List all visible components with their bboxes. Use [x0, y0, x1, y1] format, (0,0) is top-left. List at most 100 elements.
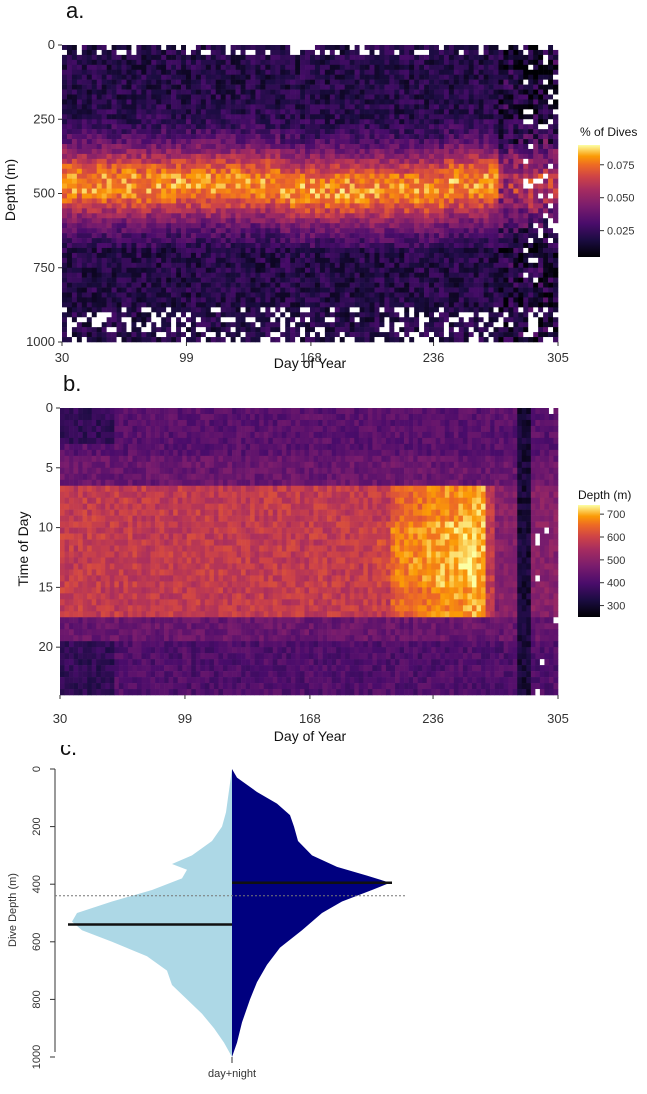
heatmap-cell	[260, 317, 266, 323]
heatmap-cell	[176, 49, 182, 56]
heatmap-cell	[195, 59, 202, 66]
heatmap-cell	[121, 124, 127, 130]
heatmap-cell	[334, 272, 341, 278]
heatmap-cell	[354, 307, 360, 313]
heatmap-cell	[389, 94, 395, 100]
heatmap-cell	[334, 49, 341, 56]
heatmap-cell	[76, 233, 83, 239]
heatmap-cell	[443, 292, 450, 298]
heatmap-cell	[62, 148, 68, 155]
heatmap-cell	[146, 238, 152, 244]
heatmap-cell	[66, 297, 73, 303]
heatmap-cell	[156, 54, 162, 61]
heatmap-cell	[62, 144, 68, 150]
heatmap-cell	[300, 94, 306, 100]
heatmap-cell	[131, 267, 137, 273]
heatmap-cell	[240, 223, 246, 229]
heatmap-cell	[369, 153, 375, 160]
heatmap-cell	[270, 267, 276, 273]
heatmap-cell	[295, 168, 301, 174]
heatmap-cell	[81, 79, 88, 85]
heatmap-cell	[354, 233, 360, 239]
heatmap-cell	[220, 282, 226, 288]
heatmap-cell	[66, 134, 73, 140]
heatmap-cell	[146, 317, 152, 323]
heatmap-cell	[220, 262, 226, 269]
heatmap-cell	[438, 233, 445, 239]
heatmap-cell	[215, 287, 222, 293]
heatmap-cell	[255, 163, 261, 170]
heatmap-cell	[329, 213, 336, 219]
heatmap-cell	[404, 119, 410, 125]
heatmap-cell	[448, 198, 455, 204]
heatmap-cell	[255, 203, 261, 209]
heatmap-cell	[285, 158, 291, 165]
heatmap-cell	[190, 45, 197, 51]
heatmap-cell	[190, 223, 197, 229]
heatmap-cell	[121, 99, 127, 105]
heatmap-cell	[468, 89, 474, 95]
heatmap-cell	[86, 45, 93, 51]
heatmap-cell	[166, 109, 172, 115]
heatmap-cell	[305, 238, 311, 244]
heatmap-cell	[136, 148, 142, 155]
heatmap-cell	[314, 228, 321, 234]
heatmap-cell	[404, 337, 410, 343]
heatmap-cell	[434, 183, 440, 189]
heatmap-cell	[295, 104, 301, 110]
heatmap-cell	[210, 173, 217, 179]
heatmap-cell	[156, 302, 162, 308]
heatmap-cell	[310, 257, 316, 264]
heatmap-cell	[81, 183, 88, 189]
heatmap-cell	[324, 193, 331, 199]
heatmap-cell	[275, 153, 281, 160]
heatmap-cell	[205, 183, 212, 189]
heatmap-cell	[176, 297, 182, 303]
heatmap-cell	[374, 178, 380, 184]
heatmap-cell	[146, 257, 152, 264]
heatmap-cell	[156, 287, 162, 293]
heatmap-cell	[280, 267, 286, 273]
heatmap-cell	[339, 79, 346, 85]
heatmap-cell	[205, 332, 212, 338]
heatmap-cell	[280, 228, 286, 234]
heatmap-cell	[443, 84, 450, 90]
heatmap-cell	[354, 332, 360, 338]
heatmap-cell	[319, 124, 326, 130]
heatmap-cell	[324, 99, 331, 105]
heatmap-cell	[131, 213, 137, 219]
heatmap-cell	[310, 282, 316, 288]
heatmap-cell	[329, 257, 336, 264]
heatmap-cell	[468, 193, 474, 199]
heatmap-cell	[379, 262, 385, 269]
heatmap-cell	[280, 257, 286, 264]
heatmap-cell	[91, 287, 98, 293]
heatmap-cell	[250, 302, 256, 308]
heatmap-cell	[195, 49, 202, 56]
heatmap-cell	[106, 223, 112, 229]
heatmap-cell	[364, 148, 370, 155]
heatmap-cell	[151, 327, 157, 333]
heatmap-cell	[324, 144, 331, 150]
heatmap-cell	[131, 45, 137, 51]
heatmap-cell	[265, 337, 271, 343]
heatmap-cell	[438, 302, 445, 308]
heatmap-cell	[409, 243, 415, 249]
heatmap-cell	[468, 45, 474, 51]
heatmap-cell	[349, 252, 355, 259]
heatmap-cell	[136, 322, 142, 328]
heatmap-cell	[280, 94, 286, 100]
heatmap-cell	[389, 89, 395, 95]
heatmap-cell	[443, 327, 450, 333]
heatmap-cell	[186, 252, 192, 259]
heatmap-cell	[314, 134, 321, 140]
heatmap-cell	[101, 198, 107, 204]
heatmap-cell	[106, 262, 112, 269]
heatmap-cell	[339, 84, 346, 90]
heatmap-cell	[171, 163, 177, 170]
heatmap-cell	[240, 233, 246, 239]
heatmap-cell	[364, 153, 370, 160]
heatmap-cell	[458, 139, 465, 145]
heatmap-cell	[379, 158, 385, 165]
heatmap-cell	[240, 188, 246, 194]
